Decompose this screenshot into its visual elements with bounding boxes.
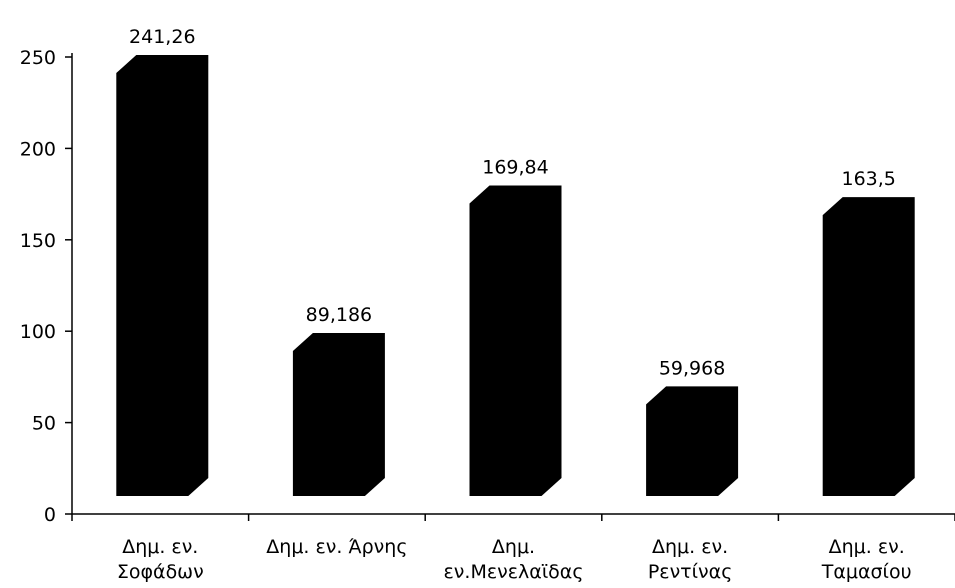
labels: 0 50 100 150 200 250 241,26 Δημ. εν. Σοφάδων 89,1… [20, 26, 912, 583]
data-label: 89,186 [306, 304, 372, 326]
x-category-label: Σοφάδων [117, 561, 204, 583]
bar [646, 386, 739, 496]
data-label: 241,26 [129, 26, 195, 48]
y-tick-label: 200 [20, 138, 56, 160]
x-category-label: Δημ. εν. [652, 536, 728, 558]
y-tick-label: 50 [32, 413, 56, 435]
x-category-label: Ταμασίου [821, 561, 912, 583]
x-category-label: Δημ. εν. Άρνης [266, 536, 407, 558]
y-tick-label: 100 [20, 321, 56, 343]
data-label: 169,84 [482, 157, 548, 179]
y-tick-label: 150 [20, 230, 56, 252]
x-category-label: Δημ. [492, 536, 535, 558]
y-tick-label: 0 [44, 504, 56, 526]
axes [65, 53, 955, 521]
x-category-label: Δημ. εν. [122, 536, 198, 558]
data-label: 163,5 [841, 168, 895, 190]
bar [822, 197, 915, 496]
bars [116, 54, 915, 497]
x-category-label: Ρεντίνας [648, 561, 733, 583]
y-tick-label: 250 [20, 47, 56, 69]
x-category-label: Δημ. εν. [829, 536, 905, 558]
data-label: 59,968 [659, 357, 725, 379]
bar [469, 185, 562, 497]
x-category-label: εν.Μενελαϊδας [444, 561, 584, 583]
bar [116, 54, 209, 497]
bar [292, 332, 385, 496]
